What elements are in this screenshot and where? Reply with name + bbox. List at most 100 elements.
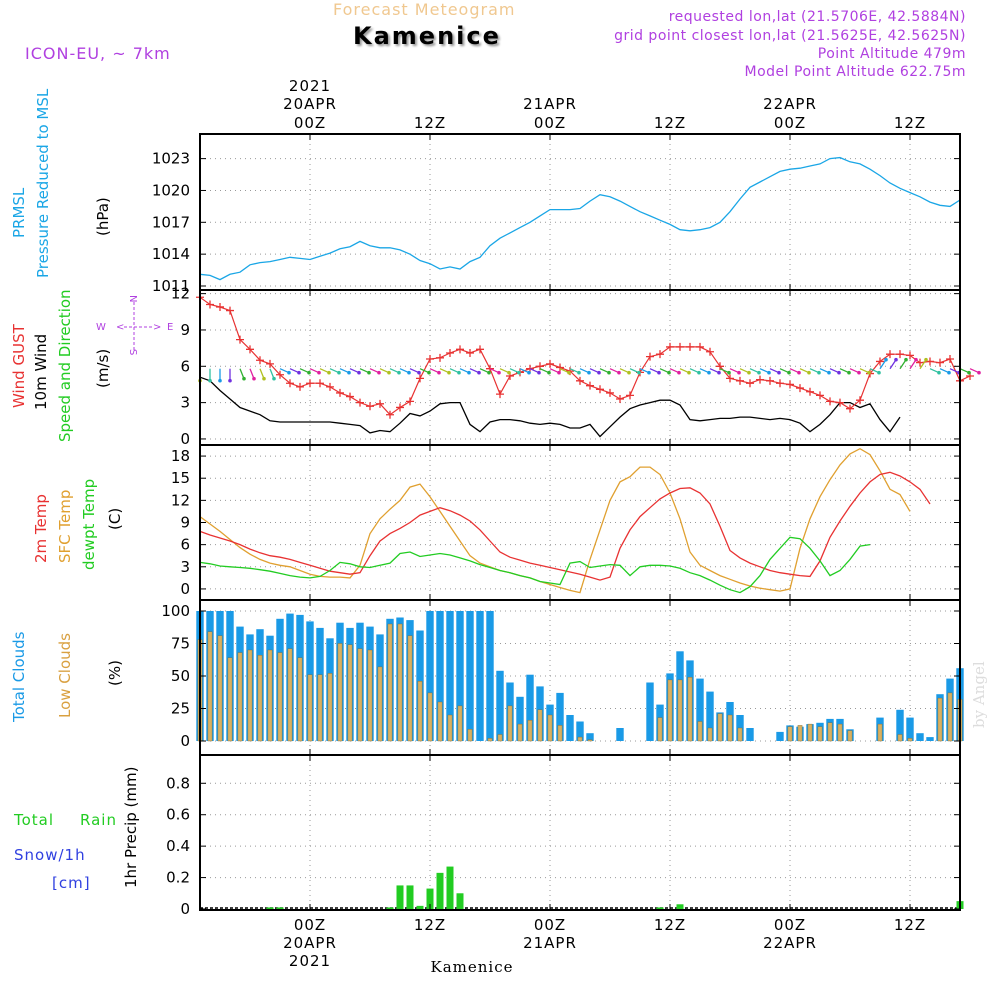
y-tick-label: 6	[180, 536, 190, 554]
bottom-time-label: 00Z	[774, 916, 806, 934]
low-cloud-bar	[577, 736, 583, 742]
compass-w: W	[96, 322, 106, 333]
total-cloud-bar	[616, 728, 624, 741]
wind-arrow-head	[547, 370, 551, 375]
low-cloud-bar	[237, 652, 243, 742]
wind-arrow-head	[697, 370, 701, 375]
y-tick-label: 12	[171, 491, 190, 509]
gust-marker	[376, 399, 384, 408]
low-cloud-bar	[277, 652, 283, 742]
total-cloud-bar	[696, 678, 704, 741]
precip-rain-label: Rain	[80, 811, 117, 829]
low-cloud-bar	[257, 655, 263, 742]
wind-arrow-head	[252, 376, 256, 381]
wind-arrow-head	[587, 370, 591, 375]
gust-marker	[626, 391, 634, 400]
gust-marker	[446, 348, 454, 357]
temp-unit: (C)	[106, 508, 124, 530]
y-tick-label: 0	[180, 580, 190, 598]
low-cloud-bar	[247, 649, 253, 742]
y-tick-label: 1011	[152, 277, 190, 295]
y-tick-label: 0.6	[166, 806, 190, 824]
y-tick-label: 1014	[152, 245, 190, 263]
total-cloud-bar	[486, 611, 494, 741]
wind-arrow-head	[387, 370, 391, 375]
low-cloud-bar	[667, 679, 673, 742]
wind-arrow-head	[218, 378, 222, 383]
wind-arrow-head	[947, 370, 951, 375]
wind-arrow-head	[904, 357, 908, 362]
gust-marker	[906, 351, 914, 360]
gust-marker	[766, 376, 774, 385]
y-tick-label: 0.4	[166, 837, 190, 855]
gust-marker	[276, 370, 284, 379]
y-tick-label: 100	[161, 602, 190, 620]
total-cloud-bar	[576, 721, 584, 741]
low-cloud-bar	[847, 730, 853, 742]
sfc-label: SFC Temp	[56, 490, 74, 563]
gridpoint-coords: grid point closest lon,lat (21.5625E, 42…	[614, 28, 966, 44]
wind-arrow-head	[597, 370, 601, 375]
gust-marker	[436, 353, 444, 362]
gust-marker	[876, 357, 884, 366]
wind-compass: W < > E N S	[96, 295, 173, 355]
gust-marker	[856, 396, 864, 405]
y-tick-label: 18	[171, 447, 190, 465]
gust-marker	[916, 358, 924, 367]
y-tick-label: 50	[171, 667, 190, 685]
gust-marker	[466, 348, 474, 357]
gust-marker	[706, 347, 714, 356]
precip-bar	[276, 907, 284, 909]
gust-marker	[806, 387, 814, 396]
low-cloud-bar	[877, 723, 883, 742]
low-cloud-bar	[407, 635, 413, 742]
bottom-year-label: 2021	[289, 952, 331, 970]
top-date-label: 20APR	[283, 95, 337, 113]
gust-marker	[896, 350, 904, 359]
total-cloud-bar	[746, 728, 754, 741]
y-tick-label: 0.2	[166, 869, 190, 887]
total-cloud-bar	[926, 737, 934, 741]
low-cloud-bar	[507, 705, 513, 742]
pressure-label-1: PRMSL	[10, 187, 28, 238]
bottom-time-label: 12Z	[414, 916, 446, 934]
wind-arrow-head	[757, 370, 761, 375]
top-time-label: 12Z	[894, 114, 926, 132]
wind-arrow-head	[837, 370, 841, 375]
wind-arrow-head	[817, 370, 821, 375]
wind-arrow-head	[867, 370, 871, 375]
wind-arrow-head	[627, 370, 631, 375]
pressure-label-2: Pressure Reduced to MSL	[34, 88, 52, 278]
gust-marker	[346, 392, 354, 401]
gust-marker	[426, 355, 434, 364]
bottom-date-label: 22APR	[763, 934, 817, 952]
wind-arrow-head	[777, 370, 781, 375]
total-cloud-bar	[896, 709, 904, 741]
wind-arrow-head	[228, 378, 232, 383]
wind-arrow-head	[477, 370, 481, 375]
precip-bar	[456, 893, 464, 909]
wind-arrow-head	[977, 370, 981, 375]
compass-n: N	[127, 295, 138, 302]
low-cloud-bar	[587, 739, 593, 742]
gust-marker	[646, 352, 654, 361]
gust-marker	[816, 391, 824, 400]
low-cloud-bar	[837, 723, 843, 742]
total-cloud-bar	[906, 717, 914, 741]
low-cloud-bar	[907, 738, 913, 742]
low-cloud-bar	[947, 692, 953, 742]
wind-arrow-head	[647, 370, 651, 375]
y-tick-label: 0.8	[166, 774, 190, 792]
low-cloud-bar	[807, 723, 813, 742]
gust-marker	[236, 335, 244, 344]
gust-marker	[306, 379, 314, 388]
low-cloud-bar	[327, 673, 333, 742]
low-cloud-bar	[687, 677, 693, 742]
gust-marker	[656, 350, 664, 359]
wind-arrow-head	[407, 370, 411, 375]
wind-arrow-head	[537, 370, 541, 375]
gust-marker	[366, 402, 374, 411]
wind-arrow-head	[577, 370, 581, 375]
precip-bar	[436, 872, 444, 909]
